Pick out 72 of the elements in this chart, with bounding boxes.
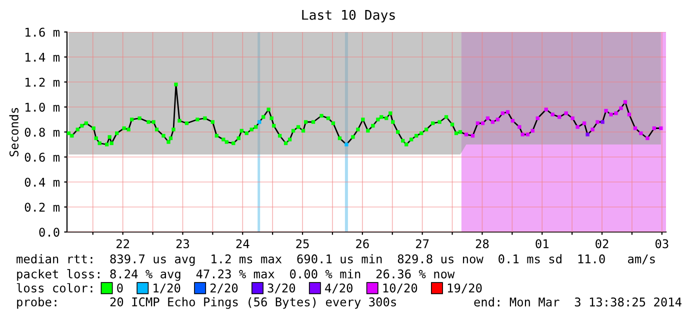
x-tick-label: 26 xyxy=(356,239,369,248)
y-tick-label: 0.4 m xyxy=(24,178,60,187)
point xyxy=(520,132,524,136)
point xyxy=(480,121,485,126)
point xyxy=(623,100,628,104)
x-tick-label: 03 xyxy=(656,239,668,248)
point xyxy=(639,131,643,136)
chart-title: Last 10 Days xyxy=(302,10,395,22)
y-tick-label: 1.0 m xyxy=(26,102,60,112)
text: probe: 20 ICMP Echo Pings (56 Bytes) every 300s xyxy=(17,297,396,309)
point xyxy=(570,116,574,120)
y-tick-label: 1.4 m xyxy=(26,52,60,62)
point xyxy=(518,125,522,129)
point xyxy=(550,112,554,116)
point xyxy=(558,115,562,119)
point xyxy=(530,128,534,133)
point xyxy=(486,116,490,120)
point xyxy=(510,118,515,123)
x-tick-label: 02 xyxy=(596,239,608,248)
point xyxy=(619,106,623,110)
point xyxy=(586,132,590,136)
point xyxy=(604,108,608,113)
legend-label: 0 xyxy=(117,283,123,292)
point xyxy=(659,126,663,130)
legend-label: 3/20 xyxy=(268,283,296,294)
text: packet loss: 8.24 % avg 47.23 % max 0.00 % min 26.36 % now xyxy=(17,269,455,281)
point xyxy=(470,134,475,138)
y-tick-label: 0.6 m xyxy=(24,152,60,162)
x-tick-label: 23 xyxy=(176,239,190,248)
point xyxy=(544,108,548,112)
point xyxy=(627,112,632,116)
point xyxy=(496,118,500,122)
legend-title: loss color: xyxy=(16,283,92,292)
x-tick-label: 24 xyxy=(236,239,250,248)
legend-label: 19/20 xyxy=(448,283,482,294)
x-tick-label: 28 xyxy=(476,239,489,248)
x-tick-label: 01 xyxy=(536,239,549,248)
point xyxy=(633,126,638,130)
point xyxy=(536,116,540,120)
point xyxy=(614,111,618,116)
point xyxy=(646,136,650,140)
point xyxy=(344,142,348,146)
y-tick-label: 0.8 m xyxy=(24,128,60,137)
x-tick-label: 22 xyxy=(116,239,129,248)
point xyxy=(258,120,262,124)
y-tick-label: 1.2 m xyxy=(26,78,60,87)
y-tick-label: 0.2 m xyxy=(24,202,60,212)
y-axis-title: Seconds xyxy=(9,108,18,156)
point xyxy=(464,132,468,136)
text: median rtt: 839.7 us avg 1.2 ms max 690.1 us min 829.8 us now 0.1 ms sd 11.0 am/s xyxy=(16,254,655,266)
point xyxy=(609,112,613,116)
point xyxy=(600,120,604,124)
point xyxy=(590,128,594,132)
point xyxy=(476,121,480,126)
legend-label: 4/20 xyxy=(325,283,352,294)
text: end: Mon Mar 3 13:38:25 2014 xyxy=(474,297,682,306)
legend-label: 1/20 xyxy=(154,283,180,294)
point xyxy=(576,125,580,129)
x-tick-label: 27 xyxy=(416,239,429,248)
point xyxy=(652,126,656,130)
x-tick-label: 25 xyxy=(296,239,309,248)
point xyxy=(526,132,530,136)
point xyxy=(506,110,510,114)
point xyxy=(500,111,505,116)
point xyxy=(490,120,495,124)
legend-label: 2/20 xyxy=(210,283,238,294)
point xyxy=(596,120,600,124)
y-tick-label: 0.0 xyxy=(39,228,60,237)
y-tick-label: 1.6 m xyxy=(26,28,60,37)
point xyxy=(564,111,568,116)
legend-label: 10/20 xyxy=(383,283,418,294)
point xyxy=(582,121,586,126)
